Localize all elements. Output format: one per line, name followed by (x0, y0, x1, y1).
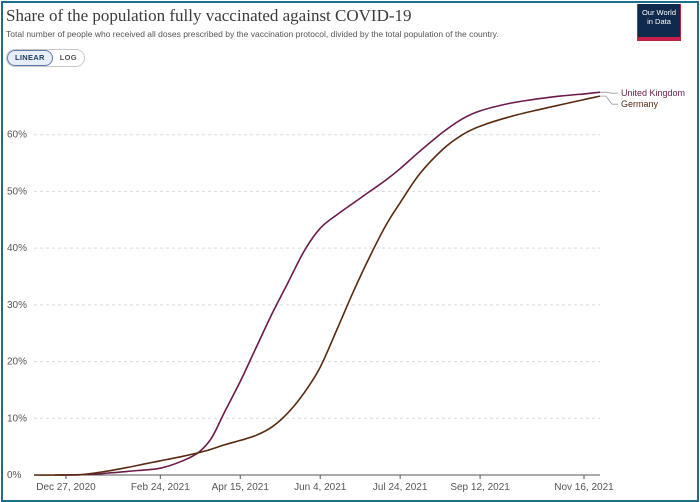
x-tick-label: Dec 27, 2020 (36, 482, 96, 493)
x-tick-label: Jul 24, 2021 (373, 482, 428, 493)
logo-accent-bar (638, 37, 680, 40)
y-tick-label: 10% (7, 413, 27, 424)
x-tick-label: Feb 24, 2021 (131, 482, 190, 493)
series-line-germany (33, 95, 601, 476)
series-label-connector-germany (600, 95, 618, 105)
x-tick-label: Jun 4, 2021 (294, 482, 347, 493)
y-tick-label: 50% (7, 186, 27, 197)
y-tick-label: 20% (7, 357, 27, 368)
series-label-germany: Germany (621, 99, 659, 109)
x-tick-label: Sep 12, 2021 (450, 482, 510, 493)
log-scale-button[interactable]: LOG (52, 50, 84, 66)
chart-title: Share of the population fully vaccinated… (6, 6, 412, 25)
y-tick-label: 30% (7, 300, 27, 311)
logo-text-line2: in Data (647, 17, 671, 26)
owid-logo[interactable]: Our World in Data (637, 4, 681, 41)
x-tick-label: Apr 15, 2021 (212, 482, 270, 493)
series-label-connector-united-kingdom (600, 91, 618, 94)
y-tick-label: 40% (7, 243, 27, 254)
series-line-united-kingdom (54, 91, 601, 476)
series-label-united-kingdom: United Kingdom (621, 88, 685, 98)
y-tick-label: 60% (7, 130, 27, 141)
chart-subtitle: Total number of people who received all … (6, 29, 499, 39)
x-tick-label: Nov 16, 2021 (554, 482, 614, 493)
y-tick-label: 0% (7, 470, 22, 481)
scale-toggle[interactable]: LINEAR LOG (6, 49, 85, 67)
linear-scale-button[interactable]: LINEAR (7, 50, 53, 66)
logo-text-line1: Our World (641, 8, 677, 17)
